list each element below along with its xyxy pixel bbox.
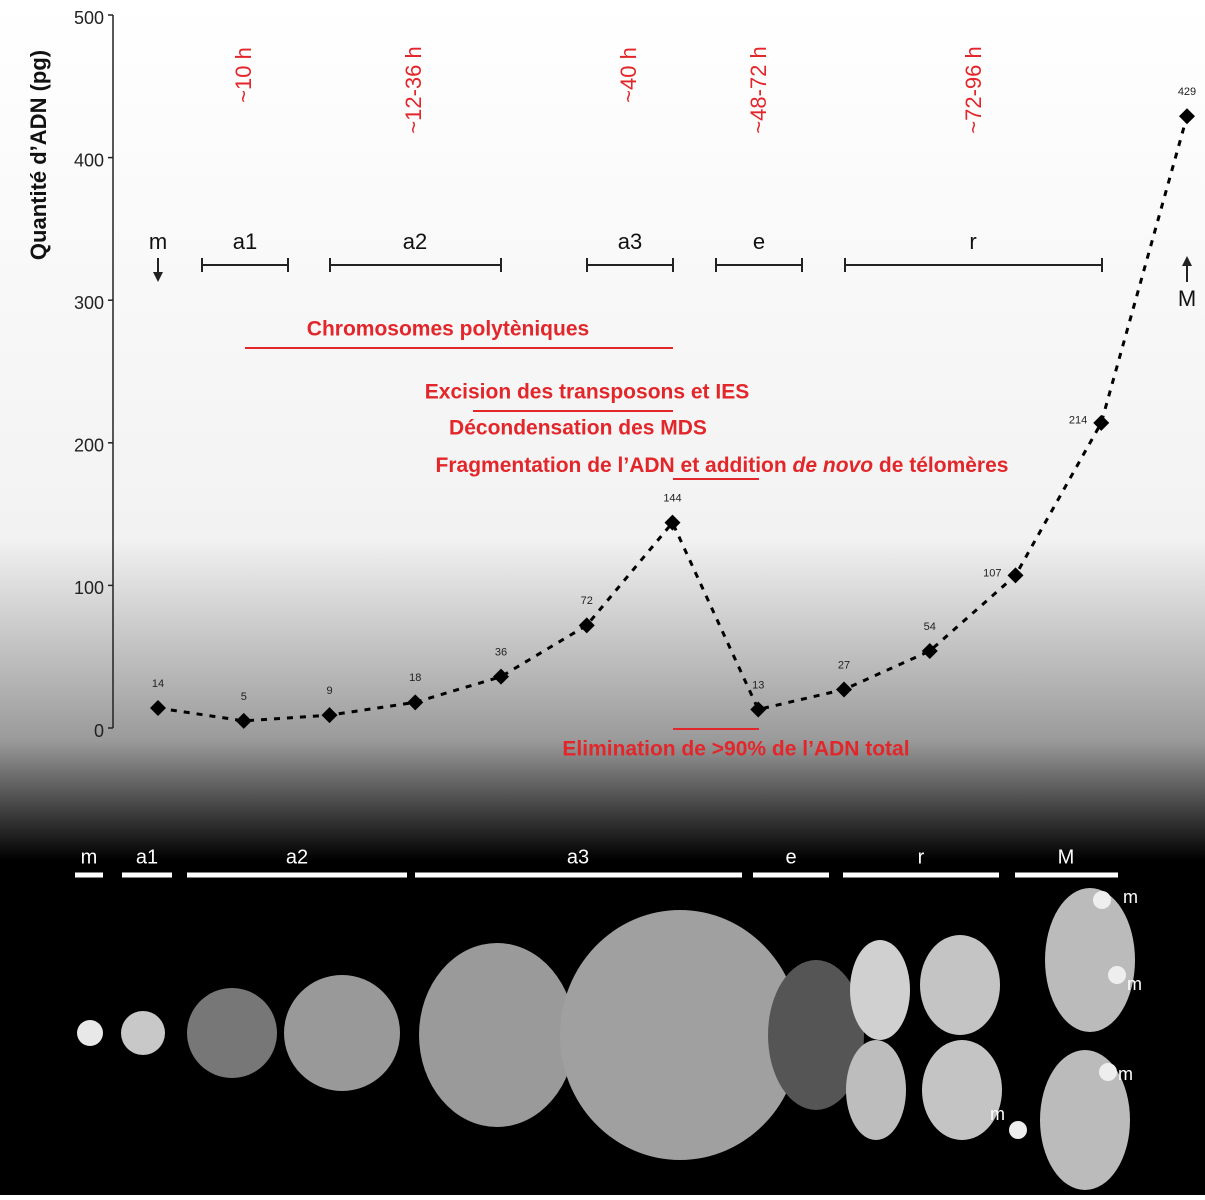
data-label: 14 (152, 678, 164, 690)
stage-label: M (1058, 846, 1075, 868)
cell-label: m (990, 1104, 1005, 1124)
cell (77, 1020, 103, 1046)
cell (1108, 966, 1126, 984)
event-label: Chromosomes polytèniques (307, 318, 589, 341)
cell (1045, 888, 1135, 1032)
stage-label: e (753, 229, 765, 254)
cell-label: m (1118, 1064, 1133, 1084)
stage-label: M (1178, 286, 1196, 311)
cell (850, 940, 910, 1040)
time-label: ~72-96 h (961, 46, 986, 133)
cell (1009, 1121, 1027, 1139)
time-label: ~10 h (231, 47, 256, 103)
cell (121, 1011, 165, 1055)
cell (560, 910, 800, 1160)
y-tick-label: 300 (74, 293, 104, 313)
event-label: Décondensation des MDS (449, 417, 707, 440)
stage-label: m (149, 229, 167, 254)
data-label: 429 (1178, 86, 1196, 98)
stage-label: a1 (136, 846, 158, 868)
event-label: Elimination de >90% de l’ADN total (562, 738, 909, 761)
cell (922, 1040, 1002, 1140)
time-label: ~12-36 h (401, 46, 426, 133)
data-label: 107 (983, 567, 1001, 579)
figure: Quantité d’ADN (pg) ~10 h ~12-36 h ~40 h… (0, 0, 1205, 1195)
cell (187, 988, 277, 1078)
cell-label: m (1127, 974, 1142, 994)
stage-label: r (918, 846, 925, 868)
cell (284, 975, 400, 1091)
data-label: 54 (924, 621, 936, 633)
stage-label: e (785, 846, 796, 868)
y-tick-label: 100 (74, 578, 104, 598)
stage-label: r (969, 229, 976, 254)
y-tick-label: 500 (74, 8, 104, 28)
stage-label: m (81, 846, 98, 868)
data-label: 214 (1069, 415, 1087, 427)
y-tick-label: 200 (74, 436, 104, 456)
data-label: 13 (752, 679, 764, 691)
data-label: 18 (409, 672, 421, 684)
y-tick-label: 0 (94, 721, 104, 741)
stage-label: a3 (618, 229, 642, 254)
cell (920, 935, 1000, 1035)
data-label: 72 (581, 595, 593, 607)
data-label: 5 (241, 691, 247, 703)
event-text: de novo (793, 454, 874, 477)
y-tick-label: 400 (74, 150, 104, 170)
event-label: Fragmentation de l’ADN et addition de no… (436, 454, 1009, 477)
stage-label: a2 (286, 846, 308, 868)
data-label: 144 (663, 493, 681, 505)
data-label: 9 (326, 685, 332, 697)
cell (1099, 1063, 1117, 1081)
stage-label: a2 (403, 229, 427, 254)
event-label: Excision des transposons et IES (425, 381, 749, 404)
stage-label: a3 (567, 846, 589, 868)
y-axis-label: Quantité d’ADN (pg) (26, 50, 51, 260)
cell (1093, 891, 1111, 909)
time-label: ~48-72 h (746, 46, 771, 133)
cell-label: m (1123, 887, 1138, 907)
stage-label: a1 (233, 229, 257, 254)
event-text: Fragmentation de l’ADN et addition (436, 454, 793, 477)
time-label: ~40 h (616, 47, 641, 103)
cell (846, 1040, 906, 1140)
data-label: 27 (838, 659, 850, 671)
data-label: 36 (495, 647, 507, 659)
event-text: de télomères (873, 454, 1008, 477)
cell (419, 943, 575, 1127)
